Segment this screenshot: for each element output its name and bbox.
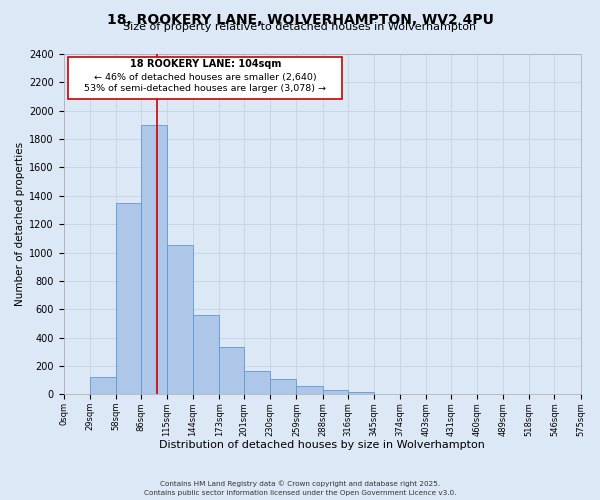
Bar bbox=[193, 315, 219, 394]
Bar bbox=[244, 371, 271, 394]
Bar bbox=[116, 203, 141, 394]
Bar bbox=[347, 392, 374, 394]
FancyBboxPatch shape bbox=[68, 57, 342, 100]
Bar bbox=[271, 380, 296, 394]
Bar bbox=[296, 386, 323, 394]
Bar bbox=[167, 246, 193, 394]
Bar bbox=[323, 390, 347, 394]
Bar bbox=[90, 376, 116, 394]
Text: Contains HM Land Registry data © Crown copyright and database right 2025.
Contai: Contains HM Land Registry data © Crown c… bbox=[144, 480, 456, 496]
X-axis label: Distribution of detached houses by size in Wolverhampton: Distribution of detached houses by size … bbox=[159, 440, 485, 450]
Text: 18, ROOKERY LANE, WOLVERHAMPTON, WV2 4PU: 18, ROOKERY LANE, WOLVERHAMPTON, WV2 4PU bbox=[107, 12, 493, 26]
Text: 18 ROOKERY LANE: 104sqm: 18 ROOKERY LANE: 104sqm bbox=[130, 60, 281, 70]
Bar bbox=[141, 125, 167, 394]
Text: ← 46% of detached houses are smaller (2,640): ← 46% of detached houses are smaller (2,… bbox=[94, 72, 317, 82]
Y-axis label: Number of detached properties: Number of detached properties bbox=[15, 142, 25, 306]
Text: 53% of semi-detached houses are larger (3,078) →: 53% of semi-detached houses are larger (… bbox=[84, 84, 326, 93]
Text: Size of property relative to detached houses in Wolverhampton: Size of property relative to detached ho… bbox=[124, 22, 476, 32]
Bar bbox=[219, 347, 244, 395]
